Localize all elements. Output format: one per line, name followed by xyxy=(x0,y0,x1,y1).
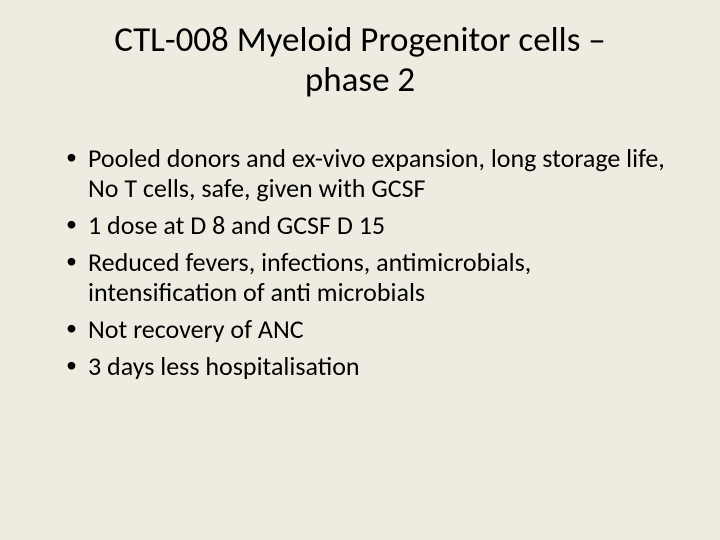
list-item: Not recovery of ANC xyxy=(66,314,680,345)
list-item: Reduced fevers, infections, antimicrobia… xyxy=(66,247,680,308)
list-item: Pooled donors and ex-vivo expansion, lon… xyxy=(66,143,680,204)
list-item: 3 days less hospitalisation xyxy=(66,351,680,382)
bullet-text: 3 days less hospitalisation xyxy=(88,350,360,382)
slide-title: CTL-008 Myeloid Progenitor cells – phase… xyxy=(40,20,680,101)
bullet-text: 1 dose at D 8 and GCSF D 15 xyxy=(88,209,385,241)
bullet-text: Reduced fevers, infections, antimicrobia… xyxy=(88,246,531,309)
bullet-list: Pooled donors and ex-vivo expansion, lon… xyxy=(40,143,680,382)
slide: CTL-008 Myeloid Progenitor cells – phase… xyxy=(0,0,720,540)
list-item: 1 dose at D 8 and GCSF D 15 xyxy=(66,210,680,241)
title-line-2: phase 2 xyxy=(305,59,415,101)
title-line-1: CTL-008 Myeloid Progenitor cells – xyxy=(114,19,606,61)
bullet-text: Pooled donors and ex-vivo expansion, lon… xyxy=(88,142,665,205)
bullet-text: Not recovery of ANC xyxy=(88,313,304,345)
